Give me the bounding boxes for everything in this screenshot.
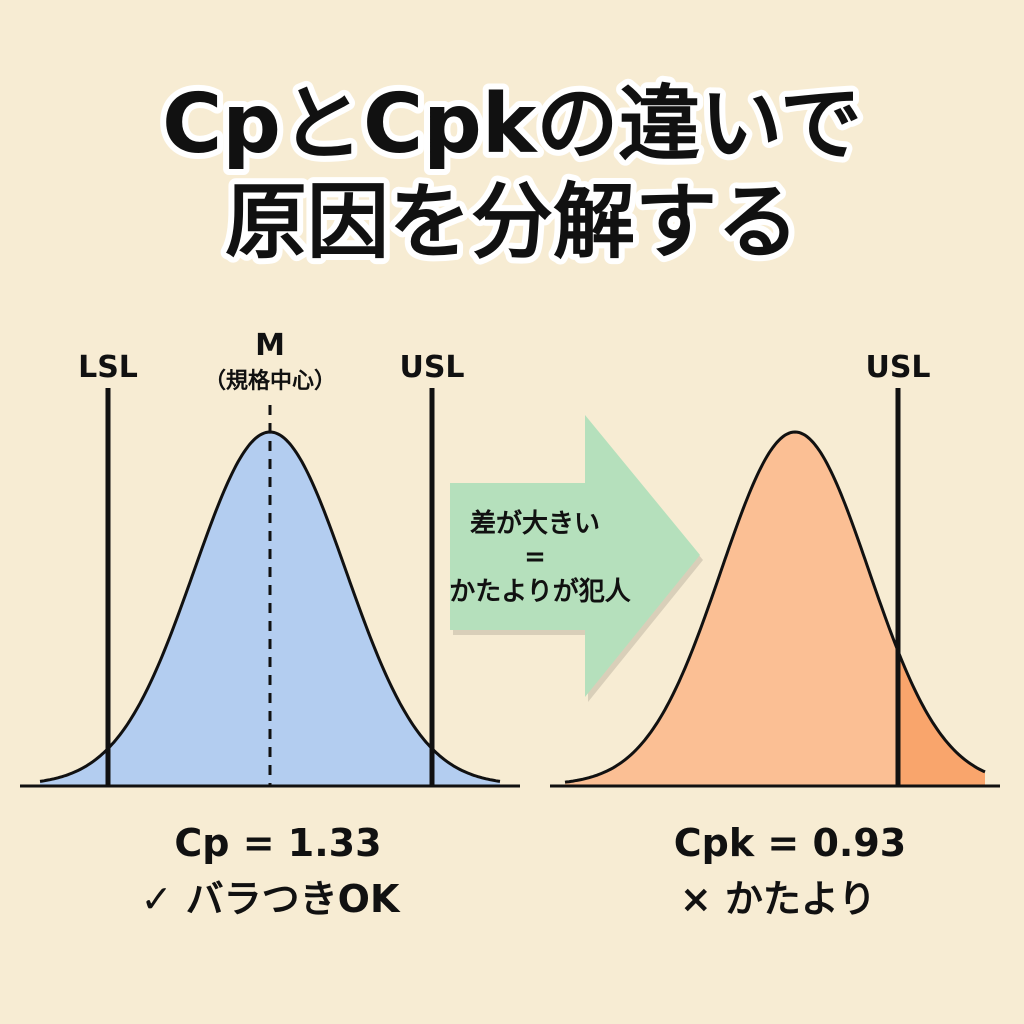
cpk-note: × かたより bbox=[680, 877, 876, 921]
arrow-text-2: = bbox=[524, 542, 546, 572]
arrow: 差が大きい = かたよりが犯人 bbox=[449, 415, 703, 702]
right-distribution-chart: USL Cpk = 0.93 × かたより bbox=[550, 350, 1000, 921]
m-sub-label: （規格中心） bbox=[204, 368, 336, 394]
out-of-spec-fill bbox=[898, 651, 985, 785]
cp-note: ✓ バラつきOK bbox=[141, 877, 401, 921]
right-curve-outline bbox=[564, 430, 986, 784]
arrow-text-1: 差が大きい bbox=[470, 508, 600, 539]
usl-label-right: USL bbox=[865, 350, 930, 385]
arrow-shape bbox=[450, 415, 700, 697]
left-distribution-chart: LSL USL M （規格中心） Cp = 1.33 ✓ バラつきOK bbox=[20, 328, 520, 921]
usl-label-left: USL bbox=[399, 350, 464, 385]
cp-value: Cp = 1.33 bbox=[174, 821, 381, 865]
title-line-1: CpとCpkの違いで bbox=[162, 77, 862, 172]
cpk-value: Cpk = 0.93 bbox=[674, 821, 906, 865]
arrow-text-3: かたよりが犯人 bbox=[449, 576, 630, 607]
right-curve-fill bbox=[565, 432, 898, 785]
title-line-2: 原因を分解する bbox=[225, 175, 799, 270]
m-label: M bbox=[255, 328, 285, 363]
lsl-label: LSL bbox=[78, 350, 138, 385]
